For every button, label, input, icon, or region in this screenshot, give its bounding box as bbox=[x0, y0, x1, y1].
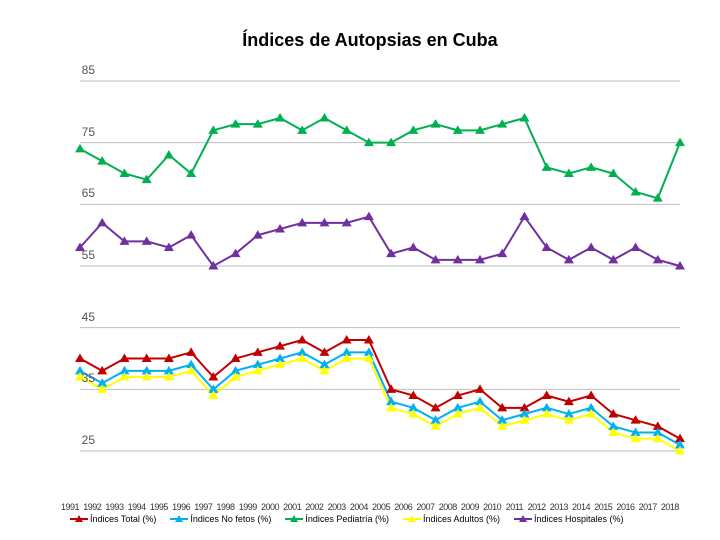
chart-title: Índices de Autopsias en Cuba bbox=[50, 30, 690, 51]
legend-item-total: Índices Total (%) bbox=[70, 514, 156, 524]
chart-plot-area bbox=[70, 56, 690, 476]
y-tick-label: 45 bbox=[82, 310, 95, 324]
x-axis-labels: 1991199219931994199519961997199819992000… bbox=[70, 502, 690, 512]
y-tick-label: 75 bbox=[82, 125, 95, 139]
chart-container: Índices de Autopsias en Cuba 19911992199… bbox=[0, 0, 720, 540]
chart-svg bbox=[70, 56, 690, 476]
y-tick-label: 85 bbox=[82, 63, 95, 77]
legend-item-nofetos: Índices No fetos (%) bbox=[170, 514, 271, 524]
legend-label: Índices Pediatría (%) bbox=[305, 514, 389, 524]
legend-item-adultos: Índices Adultos (%) bbox=[403, 514, 500, 524]
legend-label: Índices Adultos (%) bbox=[423, 514, 500, 524]
legend-label: Índices Hospitales (%) bbox=[534, 514, 624, 524]
chart-legend: Índices Total (%) Índices No fetos (%) Í… bbox=[70, 514, 690, 524]
legend-item-hospitales: Índices Hospitales (%) bbox=[514, 514, 624, 524]
legend-item-pediatria: Índices Pediatría (%) bbox=[285, 514, 389, 524]
y-tick-label: 35 bbox=[82, 371, 95, 385]
legend-label: Índices No fetos (%) bbox=[190, 514, 271, 524]
legend-label: Índices Total (%) bbox=[90, 514, 156, 524]
y-tick-label: 55 bbox=[82, 248, 95, 262]
y-tick-label: 65 bbox=[82, 186, 95, 200]
y-tick-label: 25 bbox=[82, 433, 95, 447]
